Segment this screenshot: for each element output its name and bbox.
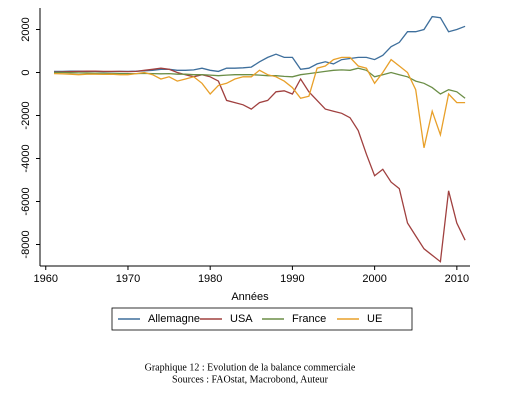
caption: Sources : FAOstat, Macrobond, Auteur xyxy=(172,374,329,385)
y-tick-label: 2000 xyxy=(20,17,32,41)
x-tick-label: 1990 xyxy=(280,273,304,285)
series-line xyxy=(53,67,466,263)
x-axis-title: Années xyxy=(231,291,269,303)
series-line xyxy=(54,67,466,99)
legend-label: France xyxy=(292,313,326,325)
caption: Graphique 12 : Evolution de la balance c… xyxy=(145,362,356,373)
legend-label: UE xyxy=(367,313,382,325)
x-tick-label: 2000 xyxy=(362,273,386,285)
y-tick-label: -2000 xyxy=(20,101,32,129)
series-line xyxy=(53,56,466,148)
x-tick-label: 2010 xyxy=(445,273,469,285)
legend-label: USA xyxy=(230,313,253,325)
y-tick-label: -4000 xyxy=(20,144,32,172)
x-tick-label: 1970 xyxy=(116,273,140,285)
y-tick-label: -6000 xyxy=(20,187,32,215)
y-tick-label: -8000 xyxy=(20,230,32,258)
legend-label: Allemagne xyxy=(148,313,200,325)
x-tick-label: 1980 xyxy=(198,273,222,285)
x-tick-label: 1960 xyxy=(34,273,58,285)
y-tick-label: 0 xyxy=(20,69,32,75)
